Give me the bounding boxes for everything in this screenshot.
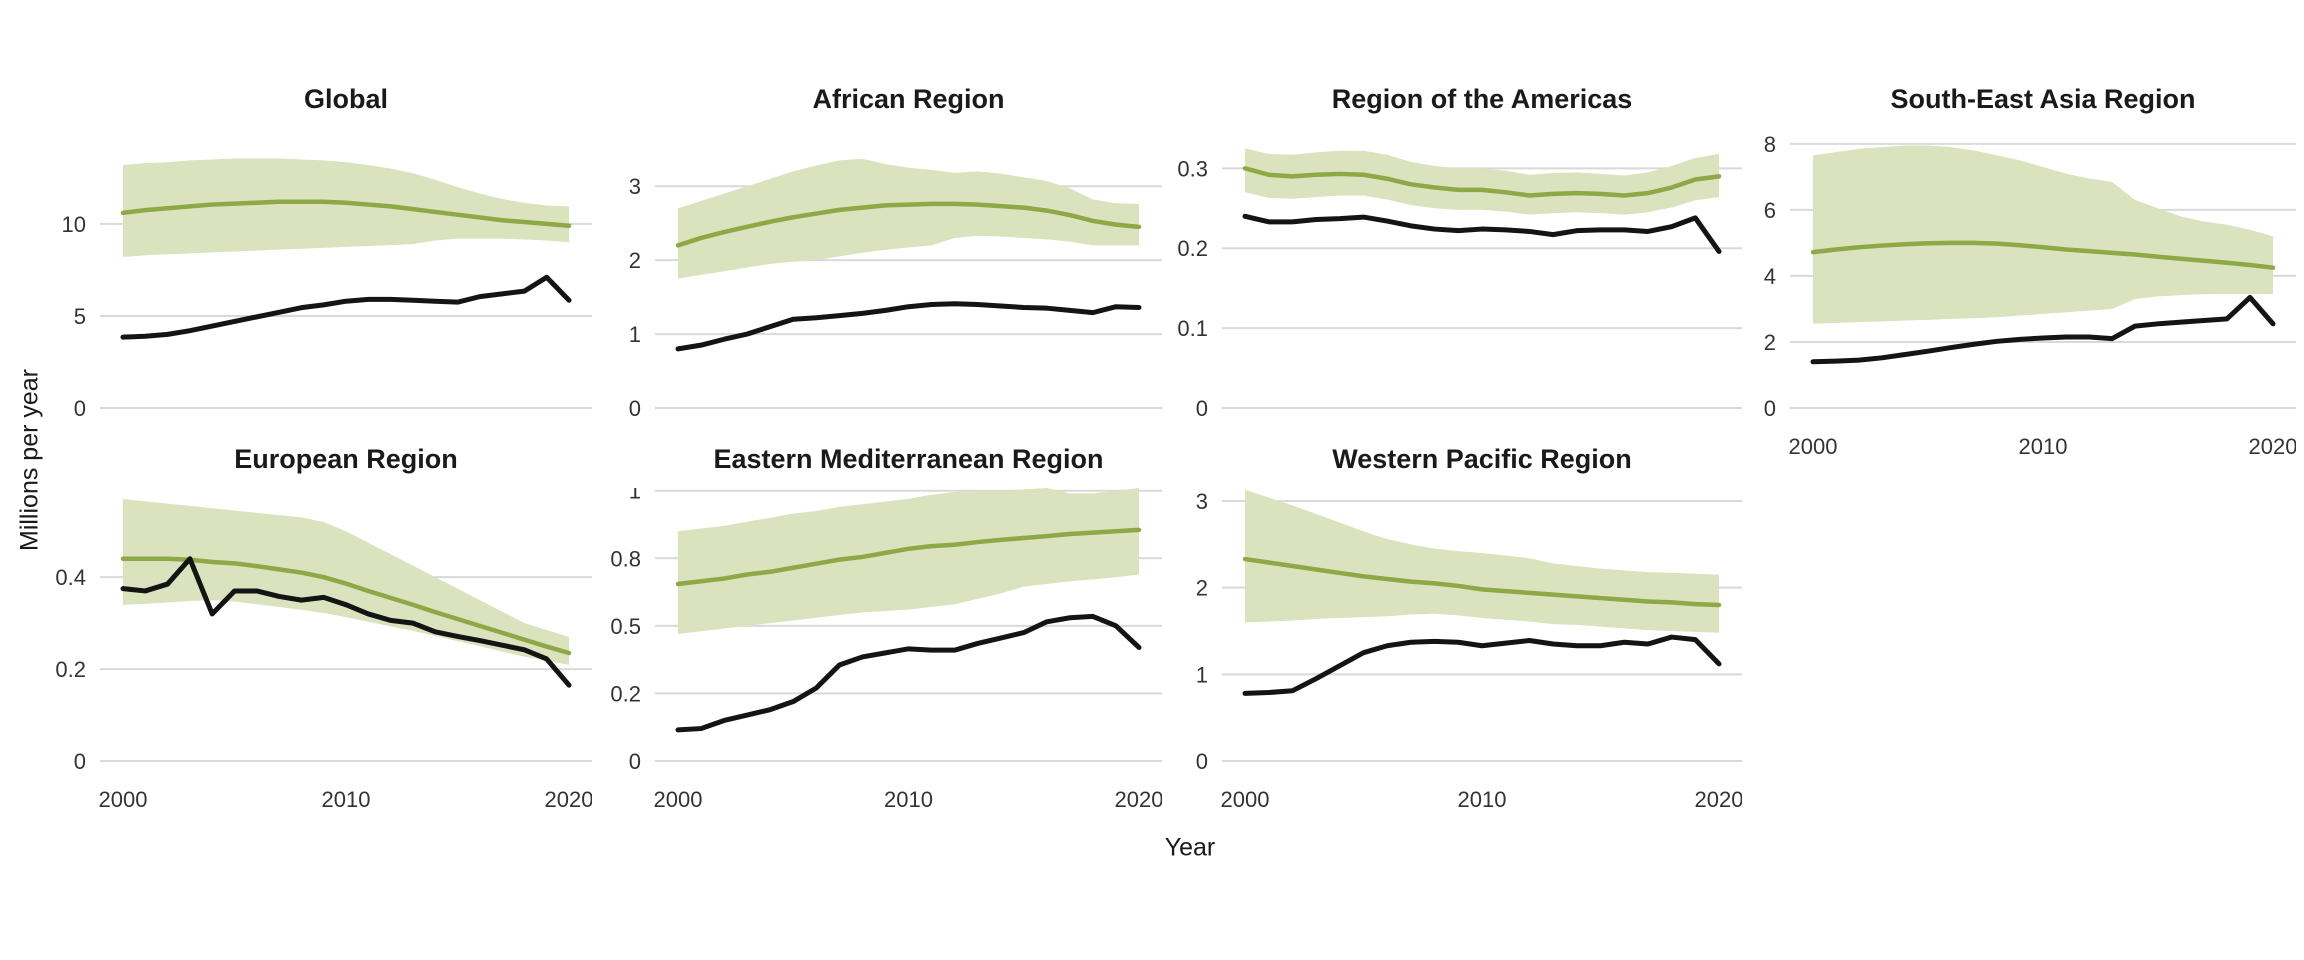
panel-plot-area: 0 1 2 3 xyxy=(629,158,1162,421)
y-tick-label: 2 xyxy=(1196,576,1208,601)
panel-south-east-asia-region: South-East Asia Region 0 2 4 6 8 2000 2010 2020 xyxy=(1708,84,2296,466)
panel-title: Region of the Americas xyxy=(1331,84,1633,114)
x-tick-label: 2000 xyxy=(99,787,148,812)
y-tick-label: 0.2 xyxy=(1177,236,1208,261)
black-line xyxy=(1242,634,1722,696)
panel-plot-area: 0 0.1 0.2 0.3 xyxy=(1177,148,1742,421)
x-tick-label: 2010 xyxy=(2019,434,2068,459)
panel-plot-area: 0 0.2 0.4 2000 2010 2020 xyxy=(55,499,592,812)
black-line xyxy=(675,301,1142,352)
x-tick-label: 2000 xyxy=(654,787,703,812)
uncertainty-band xyxy=(1245,148,1719,215)
panel-title: Eastern Mediterranean Region xyxy=(713,444,1104,474)
y-tick-label: 5 xyxy=(74,304,86,329)
y-tick-label: 0.2 xyxy=(55,657,86,682)
y-tick-label: 0 xyxy=(629,396,641,421)
panel-title: South-East Asia Region xyxy=(1890,84,2196,114)
y-tick-label: 10 xyxy=(62,212,86,237)
black-line xyxy=(1810,294,2276,365)
x-axis-title: Year xyxy=(1164,833,1216,862)
y-tick-label: 0.2 xyxy=(610,681,641,706)
panel-title: African Region xyxy=(812,84,1005,114)
x-tick-label: 2010 xyxy=(322,787,371,812)
x-tick-label: 2020 xyxy=(1695,787,1742,812)
y-tick-label: 0 xyxy=(1764,396,1776,421)
estimate-line xyxy=(120,556,572,656)
y-tick-label: 0.1 xyxy=(1177,316,1208,341)
x-tick-label: 2000 xyxy=(1221,787,1270,812)
panel-global: Global 0 5 10 xyxy=(18,84,592,422)
y-tick-label: 2 xyxy=(629,248,641,273)
x-tick-label: 2010 xyxy=(884,787,933,812)
uncertainty-band xyxy=(123,158,569,258)
panel-title: European Region xyxy=(234,444,458,474)
estimate-line xyxy=(1242,556,1722,608)
x-tick-label: 2010 xyxy=(1458,787,1507,812)
y-tick-label: 0 xyxy=(1196,749,1208,774)
panel-plot-area: 0 2 4 6 8 2000 2010 2020 xyxy=(1764,132,2296,459)
panel-plot-area: 0 5 10 xyxy=(62,158,592,421)
uncertainty-band xyxy=(1245,489,1719,633)
x-tick-label: 2020 xyxy=(2249,434,2296,459)
uncertainty-band xyxy=(678,488,1139,634)
y-tick-label: 0.5 xyxy=(610,614,641,639)
y-tick-label: 0 xyxy=(1196,396,1208,421)
black-line xyxy=(1242,213,1722,254)
estimate-line xyxy=(675,527,1142,587)
estimate-line xyxy=(675,201,1142,248)
x-tick-label: 2020 xyxy=(1115,787,1162,812)
panel-eastern-mediterranean-region: Eastern Mediterranean Region 0 0.2 0.5 0.8 1… xyxy=(573,444,1162,819)
panel-african-region: African Region 0 1 2 3 xyxy=(573,84,1162,422)
panel-title: Global xyxy=(303,84,388,114)
y-tick-label: 0 xyxy=(629,749,641,774)
black-line xyxy=(120,274,572,340)
uncertainty-band xyxy=(678,158,1139,279)
panel-region-of-the-americas: Region of the Americas 0 0.1 0.2 0.3 xyxy=(1140,84,1742,422)
y-tick-label: 3 xyxy=(1196,489,1208,514)
estimate-line xyxy=(1242,166,1722,198)
panel-plot-area: 0 1 2 3 2000 2010 2020 xyxy=(1196,489,1742,812)
y-tick-label: 8 xyxy=(1764,132,1776,157)
y-tick-label: 0.4 xyxy=(55,565,86,590)
y-tick-label: 1 xyxy=(629,488,641,504)
black-line xyxy=(120,556,572,688)
y-tick-label: 0 xyxy=(74,396,86,421)
panel-title: Western Pacific Region xyxy=(1332,444,1632,474)
y-tick-label: 1 xyxy=(1196,662,1208,687)
uncertainty-band xyxy=(1813,145,2273,324)
panel-european-region: European Region 0 0.2 0.4 2000 2010 2020 xyxy=(18,444,592,819)
panel-plot-area: 0 0.2 0.5 0.8 1 2000 2010 2020 xyxy=(610,488,1162,812)
x-tick-label: 2020 xyxy=(545,787,592,812)
estimate-line xyxy=(1810,240,2276,270)
y-tick-label: 3 xyxy=(629,174,641,199)
y-tick-label: 2 xyxy=(1764,330,1776,355)
y-tick-label: 0.3 xyxy=(1177,156,1208,181)
black-line xyxy=(675,613,1142,733)
y-tick-label: 1 xyxy=(629,322,641,347)
y-tick-label: 4 xyxy=(1764,264,1776,289)
y-tick-label: 6 xyxy=(1764,198,1776,223)
x-tick-label: 2000 xyxy=(1789,434,1838,459)
y-tick-label: 0 xyxy=(74,749,86,774)
panel-western-pacific-region: Western Pacific Region 0 1 2 3 2000 2010 2020 xyxy=(1140,444,1742,819)
y-tick-label: 0.8 xyxy=(610,546,641,571)
estimate-line xyxy=(120,199,572,228)
